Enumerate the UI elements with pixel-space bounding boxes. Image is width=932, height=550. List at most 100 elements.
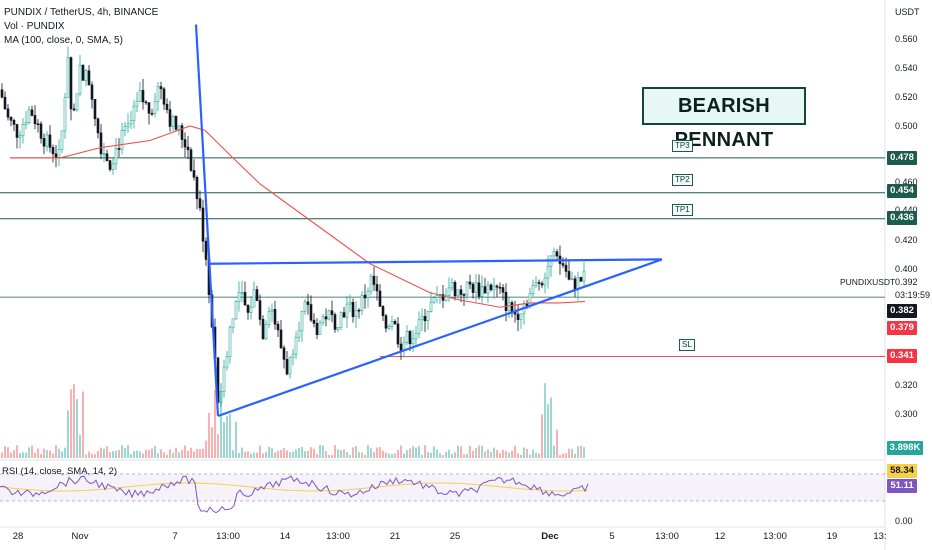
volume-bar [19,453,21,458]
volume-bar [238,453,240,458]
volume-bar [412,446,414,458]
candle-body [66,57,70,98]
volume-bar [313,448,315,458]
candle-body [189,149,193,171]
rsi-indicator-label[interactable]: RSI (14, close, SMA, 14, 2) [2,466,118,477]
candle-body [300,311,304,332]
volume-bar [334,445,336,458]
volume-bar [31,445,33,458]
candle-body [144,101,148,104]
candle-body [102,153,106,156]
volume-bar [199,449,201,458]
volume-bar [268,446,270,458]
volume-bar [223,422,225,458]
volume-bar [73,384,75,458]
volume-bar [106,446,108,458]
candle-body [309,304,313,321]
volume-bar [166,454,168,458]
volume-bar [46,450,48,458]
volume-bar [244,451,246,458]
candle-body [276,323,280,331]
candle-body [72,108,76,111]
volume-bar [295,449,297,458]
trendline-upper [209,258,663,265]
candle-body [552,251,556,257]
volume-bar [277,450,279,458]
last-price-symbol: PUNDIXUSDT [840,277,896,287]
candle-body [444,295,448,301]
volume-bar [115,450,117,458]
candle-body [294,336,298,355]
candle-body [42,138,46,147]
volume-bar [475,448,477,458]
volume-bar [403,453,405,458]
candle-body [393,321,397,325]
candle-body [537,282,541,284]
volume-bar [37,448,39,458]
candle-body [45,134,49,147]
volume-bar [535,452,537,458]
candle-body [252,289,256,308]
candle-body [27,109,31,123]
candle-body [306,301,310,305]
volume-bar [424,445,426,458]
candle-body [195,176,199,200]
volume-bar [247,451,249,458]
x-tick: 12 [714,531,726,542]
volume-bar [583,447,585,458]
volume-bar [496,449,498,458]
candle-body [528,293,532,306]
volume-bar [328,454,330,458]
volume-badge: 3.898K [887,441,923,455]
volume-bar [529,454,531,458]
volume-bar [454,452,456,458]
volume-bar [70,389,72,458]
volume-bar [406,450,408,458]
candle-body [246,304,250,313]
candle-body [3,96,7,110]
volume-bar [340,450,342,458]
volume-indicator-label[interactable]: Vol · PUNDIX [4,21,65,32]
candle-body [111,163,115,170]
volume-bar [538,453,540,458]
candle-body [141,90,145,103]
candle-body [234,301,238,320]
volume-bar [376,447,378,458]
candle-body [6,108,10,118]
volume-bar [16,445,18,458]
candle-body [492,285,496,291]
candle-body [561,263,565,266]
candle-body [243,291,247,306]
y-tick: 0.300 [895,409,918,419]
y-tick: 0.392 [895,277,918,287]
candle-body [516,313,520,321]
candle-body [327,310,331,320]
candle-body [30,109,34,116]
candle-body [435,295,439,298]
ma-indicator-label[interactable]: MA (100, close, 0, SMA, 5) [4,35,123,46]
candle-body [582,271,586,282]
candle-body [15,124,19,138]
candle-body [249,306,253,313]
candle-body [240,291,244,294]
volume-bar [103,448,105,458]
volume-bar [49,450,51,458]
y-tick: 0.320 [895,380,918,390]
volume-bar [109,451,111,458]
candle-body [366,290,370,299]
candle-body [369,275,373,292]
sl-label: SL [679,339,695,351]
candle-body [273,309,277,325]
sl-price-badge: 0.341 [887,349,917,363]
candle-body [270,309,274,312]
candle-body [165,103,169,110]
candle-body [411,338,415,345]
volume-bar [25,452,27,458]
y-tick: 0.440 [895,205,918,215]
candle-body [564,264,568,272]
volume-bar [520,454,522,458]
volume-bar [220,383,222,458]
volume-bar [196,448,198,458]
candle-body [183,139,187,148]
